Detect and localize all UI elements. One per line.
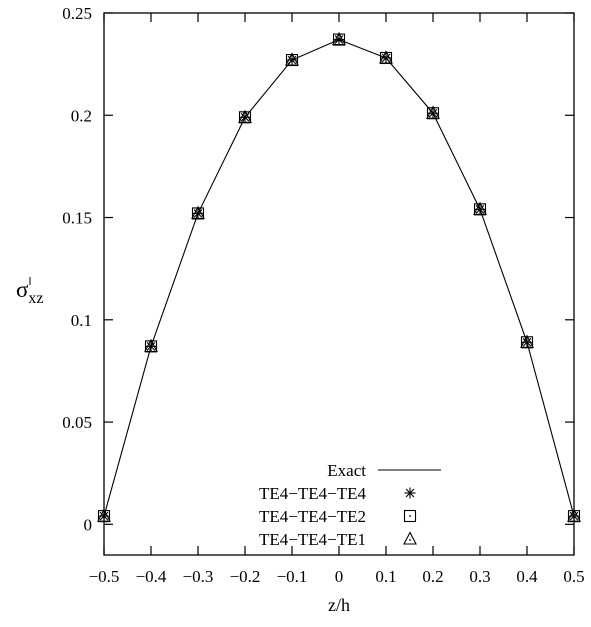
data-point-triangle <box>238 109 252 123</box>
x-tick-label: −0.3 <box>183 567 214 586</box>
y-axis-label-symbol: σ <box>16 277 29 302</box>
y-tick-label: 0.2 <box>71 106 92 125</box>
legend-label: TE4−TE4−TE2 <box>259 507 366 526</box>
data-point-triangle <box>567 508 581 522</box>
legend-label: TE4−TE4−TE4 <box>259 484 366 503</box>
y-axis: 0 0.05 0.1 0.15 0.2 0.25 <box>62 4 574 534</box>
x-tick-label: 0.2 <box>422 567 443 586</box>
x-tick-label: 0.5 <box>563 567 584 586</box>
data-point-triangle <box>520 334 534 348</box>
legend-swatch-square <box>403 509 417 523</box>
y-axis-label: σxz <box>16 277 44 307</box>
y-tick-label: 0.1 <box>71 311 92 330</box>
y-tick-label: 0.15 <box>62 209 92 228</box>
x-tick-label: −0.5 <box>89 567 120 586</box>
series-line-exact <box>103 38 575 517</box>
data-point-triangle <box>379 50 393 64</box>
data-point-triangle <box>473 201 487 215</box>
legend-label: TE4−TE4−TE1 <box>259 530 366 549</box>
y-tick-label: 0.25 <box>62 4 92 23</box>
data-point-triangle <box>426 105 440 119</box>
series-layer <box>97 31 581 523</box>
x-tick-label: −0.2 <box>230 567 261 586</box>
legend-label: Exact <box>327 461 366 480</box>
x-axis-label: z/h <box>328 595 350 615</box>
data-point-triangle <box>332 31 346 46</box>
data-point-triangle <box>144 338 158 352</box>
x-tick-label: 0.3 <box>469 567 490 586</box>
y-tick-label: 0 <box>84 515 93 534</box>
x-tick-label: 0 <box>335 567 344 586</box>
legend-swatch-asterisk <box>404 487 416 499</box>
x-tick-label: −0.1 <box>277 567 308 586</box>
y-tick-label: 0.05 <box>62 413 92 432</box>
y-axis-label-subscript: xz <box>28 290 43 307</box>
x-axis: −0.5 −0.4 −0.3 −0.2 −0.1 0 0.1 0.2 0.3 0.4 0.5 <box>89 13 585 586</box>
legend-swatch-triangle <box>403 531 417 545</box>
x-tick-label: 0.1 <box>375 567 396 586</box>
data-point-triangle <box>97 508 111 522</box>
data-point-triangle <box>285 52 299 66</box>
x-tick-label: −0.4 <box>136 567 167 586</box>
x-tick-label: 0.4 <box>516 567 538 586</box>
legend: Exact TE4−TE4−TE4 TE4−TE4−TE2 TE4−TE4−TE1 <box>259 461 441 549</box>
data-point-triangle <box>191 205 205 219</box>
